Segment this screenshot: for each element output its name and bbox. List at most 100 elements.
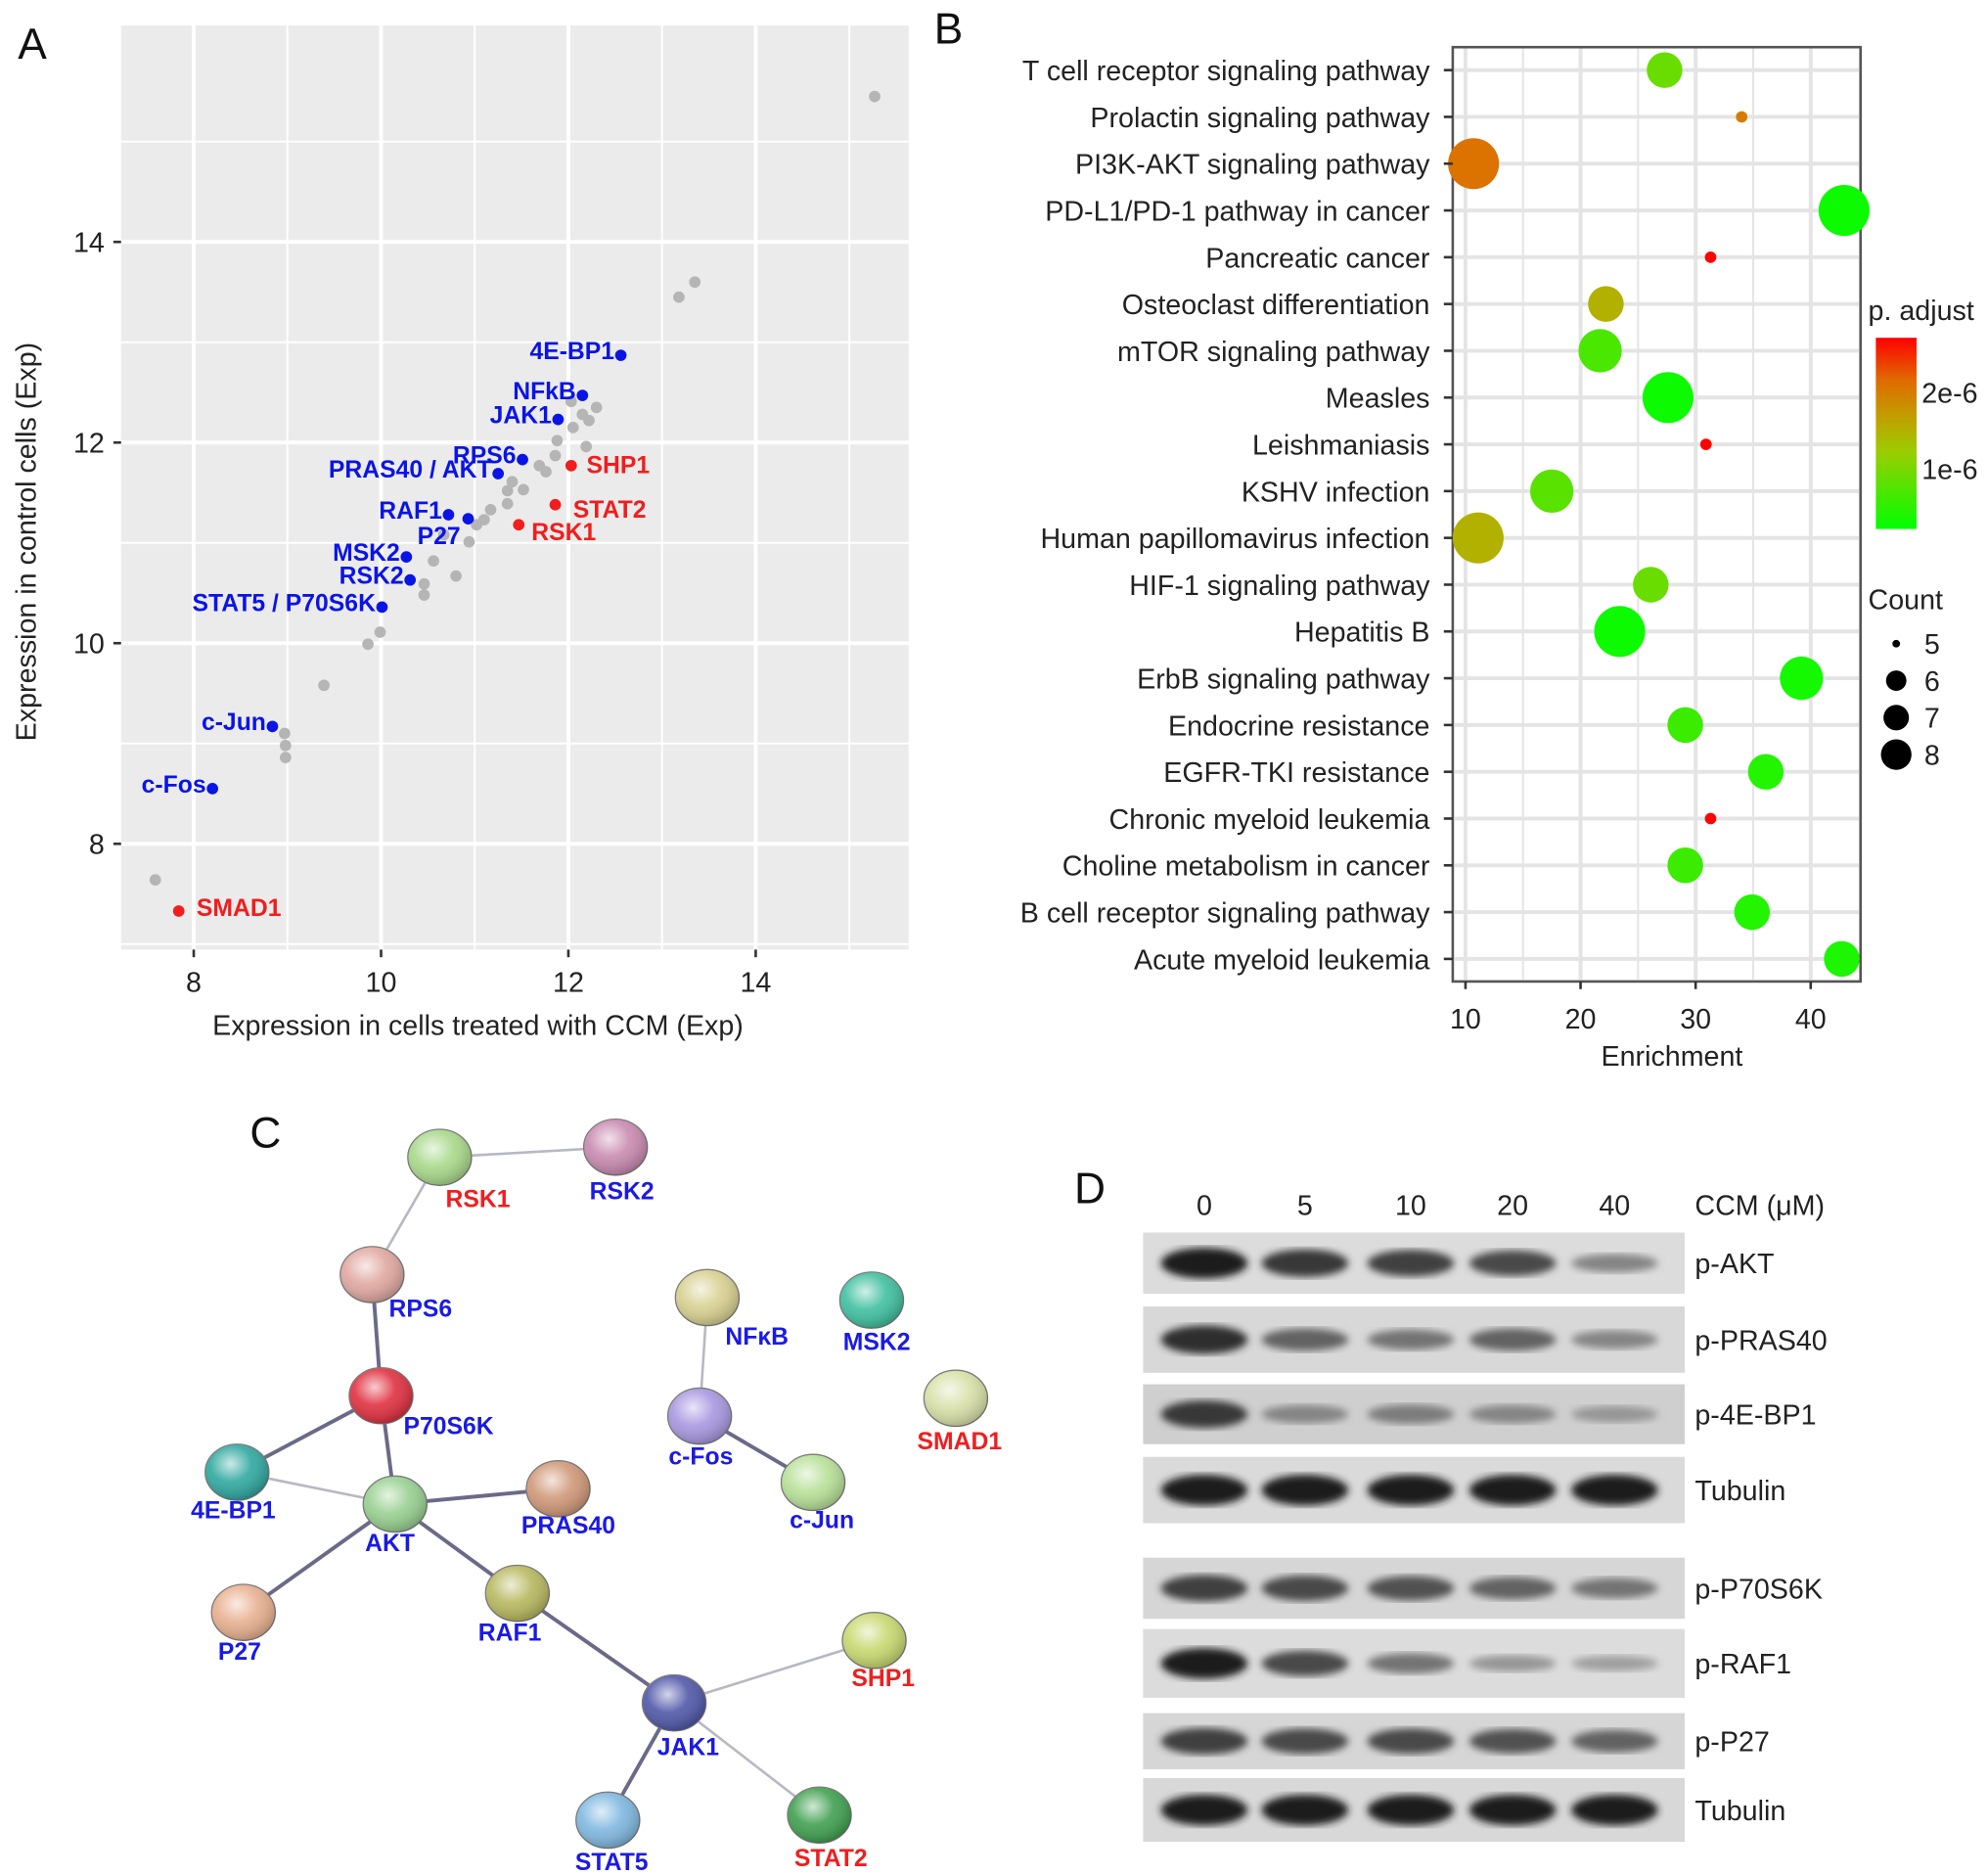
node-shine <box>407 1129 472 1186</box>
protein-band <box>1261 1650 1349 1676</box>
gene-label: STAT5 / P70S6K <box>193 590 377 617</box>
interaction-edge <box>516 1591 676 1705</box>
gene-point <box>450 570 462 582</box>
plot-background <box>120 25 909 950</box>
blot-label: p-PRAS40 <box>1694 1325 1827 1356</box>
panel-c-network: RSK1 RSK2 RPS6 P70S6K 4E-BP1 AKT PRAS40 P27 RAF1… <box>191 1118 1002 1875</box>
pathway-bubble <box>1452 512 1504 564</box>
gene-point <box>149 874 161 887</box>
gene-label: c-Jun <box>202 709 266 736</box>
node-shine <box>525 1460 591 1517</box>
node-label: AKT <box>365 1531 415 1557</box>
node-shine <box>485 1565 550 1622</box>
gene-point <box>689 276 701 289</box>
protein-node: AKT <box>362 1475 429 1557</box>
protein-node: 4E-BP1 <box>191 1443 276 1524</box>
protein-band <box>1468 1404 1557 1424</box>
node-label: JAK1 <box>657 1735 719 1761</box>
pathway-bubble <box>1734 893 1771 931</box>
concentration-label: 0 <box>1197 1190 1212 1221</box>
blot-strip: p-RAF1 <box>1143 1628 1791 1698</box>
node-label: SHP1 <box>851 1666 915 1692</box>
protein-band <box>1571 1655 1658 1671</box>
protein-band <box>1261 1728 1349 1755</box>
pathway-bubble <box>1647 52 1683 88</box>
concentration-label: 20 <box>1497 1190 1528 1221</box>
highlighted-gene-point <box>552 413 565 426</box>
highlighted-gene-point <box>376 601 388 614</box>
protein-band <box>1571 1405 1658 1423</box>
protein-band <box>1468 1794 1557 1826</box>
node-shine <box>583 1119 648 1175</box>
node-label: MSK2 <box>843 1329 911 1355</box>
pathway-label: Choline metabolism in cancer <box>1062 851 1430 883</box>
node-shine <box>924 1370 988 1427</box>
highlighted-gene-point <box>172 905 185 917</box>
gene-point <box>549 449 562 462</box>
pathway-label: B cell receptor signaling pathway <box>1020 898 1430 930</box>
pathway-label: Prolactin signaling pathway <box>1090 103 1430 134</box>
gene-point <box>428 555 439 568</box>
protein-node: RPS6 <box>339 1246 452 1322</box>
pathway-label: Leishmaniasis <box>1252 430 1429 461</box>
protein-band <box>1571 1254 1658 1273</box>
node-label: RAF1 <box>478 1620 542 1646</box>
pathway-bubble <box>1704 251 1717 263</box>
node-shine <box>675 1269 740 1326</box>
gene-label: RSK2 <box>339 564 404 590</box>
pathway-label: KSHV infection <box>1242 477 1430 508</box>
size-legend-label: 5 <box>1924 629 1940 661</box>
protein-band <box>1571 1330 1658 1349</box>
gene-point <box>279 752 292 763</box>
highlighted-gene-point <box>513 519 525 531</box>
blot-strip: p-4E-BP1 <box>1143 1384 1817 1444</box>
gene-label: PRAS40 / AKT <box>329 457 492 483</box>
protein-band <box>1367 1329 1455 1350</box>
gene-point <box>418 589 430 601</box>
size-legend-label: 7 <box>1924 704 1940 735</box>
gene-label: c-Fos <box>142 772 206 799</box>
pathway-bubble <box>1824 940 1860 978</box>
protein-band <box>1160 1794 1248 1826</box>
node-label: RSK1 <box>445 1186 510 1212</box>
protein-node: RSK2 <box>582 1118 655 1206</box>
node-shine <box>204 1443 269 1501</box>
highlighted-gene-point <box>565 459 577 472</box>
gene-label: RAF1 <box>379 498 442 525</box>
pathway-label: Chronic myeloid leukemia <box>1109 804 1430 836</box>
gene-label: SHP1 <box>586 453 650 480</box>
colorbar <box>1875 338 1918 529</box>
color-legend-title: p. adjust <box>1869 296 1974 327</box>
y-tick-label: 10 <box>73 629 105 661</box>
highlighted-gene-point <box>517 453 528 466</box>
colorbar-label: 1e-6 <box>1921 455 1977 486</box>
gene-label: 4E-BP1 <box>529 339 614 365</box>
protein-band <box>1367 1404 1455 1425</box>
gene-point <box>590 401 603 414</box>
protein-band <box>1367 1576 1455 1601</box>
concentration-label: 10 <box>1395 1190 1426 1221</box>
node-label: 4E-BP1 <box>191 1497 276 1524</box>
pathway-bubble <box>1736 111 1748 123</box>
gene-point <box>566 421 579 434</box>
concentration-label: 5 <box>1297 1190 1313 1221</box>
pathway-label: mTOR signaling pathway <box>1117 337 1430 368</box>
pathway-bubble <box>1667 847 1703 884</box>
size-legend-dot <box>1883 705 1910 731</box>
plot-frame <box>1451 45 1863 983</box>
blot-label: p-P27 <box>1694 1727 1769 1759</box>
x-tick-label: 14 <box>740 967 771 998</box>
pathway-label: Measles <box>1326 384 1430 415</box>
node-label: NFκB <box>725 1324 789 1350</box>
gene-point <box>362 638 374 651</box>
pathway-bubble <box>1588 286 1624 322</box>
protein-band <box>1160 1727 1248 1755</box>
protein-band <box>1571 1578 1658 1599</box>
protein-node: RSK1 <box>407 1128 511 1212</box>
pathway-bubble <box>1594 606 1646 658</box>
pathway-label: T cell receptor signaling pathway <box>1022 56 1430 87</box>
protein-node: SMAD1 <box>918 1369 1002 1455</box>
gene-label: JAK1 <box>490 403 552 430</box>
size-legend: Count 5 6 7 8 <box>1869 585 1943 772</box>
